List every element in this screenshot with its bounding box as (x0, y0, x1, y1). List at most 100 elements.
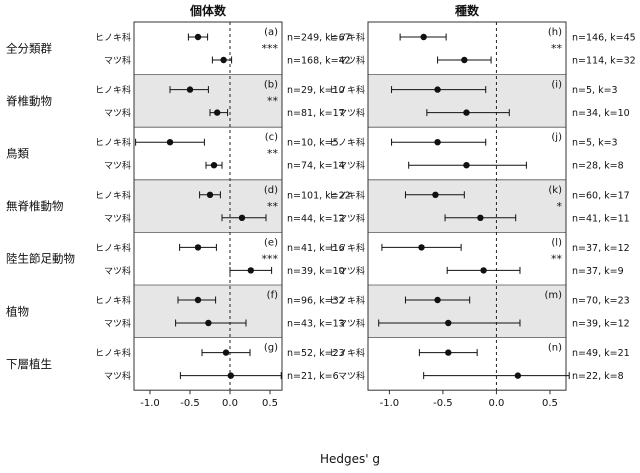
panel-row-label: (a) (264, 27, 278, 38)
mean-point (420, 33, 427, 41)
mean-point (445, 319, 452, 327)
panel-row-label: (m) (544, 290, 562, 301)
group-label: マツ科 (338, 212, 365, 224)
mean-point (238, 214, 246, 221)
mean-point (206, 191, 214, 198)
shaded-row-band (368, 74, 566, 128)
shaded-row-band (368, 285, 566, 338)
x-tick-label: -0.5 (433, 398, 453, 409)
panel-row-label: (k) (548, 185, 562, 196)
group-label: マツ科 (338, 318, 365, 330)
panel-row-label: (c) (265, 132, 278, 143)
group-label: マツ科 (104, 318, 131, 330)
significance-stars: *** (262, 252, 279, 265)
group-label: マツ科 (104, 265, 131, 277)
panel-row-label: (e) (264, 237, 278, 248)
significance-stars: *** (262, 42, 279, 55)
sample-size-label: n=52, k=23 (287, 348, 345, 359)
category-label: 脊椎動物 (6, 94, 52, 108)
sample-size-label: n=39, k=12 (572, 319, 630, 330)
group-label: マツ科 (338, 265, 365, 277)
mean-point (205, 319, 212, 327)
x-tick-label: 0.0 (488, 398, 504, 409)
sample-size-label: n=41, k=16 (287, 243, 345, 254)
group-label: ヒノキ科 (95, 84, 131, 96)
x-axis-label: Hedges' g (320, 452, 380, 466)
mean-point (210, 162, 218, 169)
significance-stars: ** (551, 252, 563, 265)
panel-frame (133, 21, 283, 391)
panel-row-label: (d) (264, 185, 278, 196)
significance-stars: ** (267, 95, 279, 108)
sample-size-label: n=249, k=67 (287, 33, 351, 44)
mean-point (194, 296, 202, 304)
group-label: マツ科 (104, 160, 131, 172)
mean-point (432, 191, 439, 198)
sample-size-label: n=37, k=12 (572, 243, 630, 254)
significance-stars: * (557, 200, 563, 213)
mean-point (418, 244, 425, 251)
group-label: ヒノキ科 (95, 189, 131, 201)
mean-point (463, 162, 470, 169)
group-label: マツ科 (104, 107, 131, 119)
sample-size-label: n=44, k=12 (287, 213, 345, 224)
panel-row-label: (l) (551, 237, 562, 248)
sample-size-label: n=21, k=6 (287, 371, 339, 382)
category-label: 全分類群 (6, 41, 52, 55)
group-label: マツ科 (104, 55, 131, 67)
sample-size-label: n=43, k=13 (287, 319, 345, 330)
sample-size-label: n=41, k=11 (572, 213, 630, 224)
mean-point (461, 56, 468, 64)
sample-size-label: n=5, k=3 (572, 138, 618, 149)
mean-point (463, 109, 470, 116)
group-label: ヒノキ科 (329, 189, 365, 201)
category-label: 無脊椎動物 (6, 199, 64, 213)
shaded-row-band (134, 74, 282, 128)
mean-point (477, 214, 484, 221)
group-label: ヒノキ科 (329, 32, 365, 44)
sample-size-label: n=114, k=32 (572, 56, 636, 67)
group-label: マツ科 (338, 370, 365, 382)
group-label: ヒノキ科 (329, 84, 365, 96)
category-label: 植物 (6, 304, 29, 318)
group-label: マツ科 (338, 55, 365, 67)
panel-frame (367, 21, 567, 391)
category-label: 陸生節足動物 (6, 252, 75, 266)
mean-point (445, 349, 452, 356)
group-label: ヒノキ科 (95, 347, 131, 359)
group-label: ヒノキ科 (329, 295, 365, 307)
panel-title: 個体数 (189, 3, 227, 18)
panel-row-label: (n) (548, 343, 562, 354)
significance-stars: ** (267, 147, 279, 160)
sample-size-label: n=70, k=23 (572, 296, 630, 307)
x-tick-label: -1.0 (140, 398, 160, 409)
panel-row-label: (h) (548, 27, 562, 38)
significance-stars: ** (267, 200, 279, 213)
mean-point (194, 244, 202, 251)
mean-point (227, 372, 234, 379)
mean-point (220, 56, 227, 64)
sample-size-label: n=146, k=45 (572, 33, 636, 44)
sample-size-label: n=81, k=17 (287, 108, 345, 119)
panel-row-label: (g) (264, 343, 278, 354)
shaded-row-band (368, 179, 566, 233)
group-label: ヒノキ科 (329, 137, 365, 149)
sample-size-label: n=74, k=14 (287, 161, 345, 172)
mean-point (514, 372, 522, 379)
x-tick-label: 0.0 (222, 398, 238, 409)
mean-point (480, 267, 487, 274)
mean-point (194, 33, 202, 41)
sample-size-label: n=28, k=8 (572, 161, 624, 172)
panel-row-label: (j) (551, 132, 562, 143)
sample-size-label: n=60, k=17 (572, 190, 630, 201)
sample-size-label: n=29, k=10 (287, 85, 345, 96)
category-label: 鳥類 (6, 147, 29, 161)
mean-point (166, 139, 174, 146)
x-tick-label: 0.5 (542, 398, 558, 409)
shaded-row-band (134, 179, 282, 233)
group-label: ヒノキ科 (329, 347, 365, 359)
mean-point (214, 109, 221, 116)
group-label: マツ科 (104, 212, 131, 224)
sample-size-label: n=96, k=32 (287, 296, 345, 307)
